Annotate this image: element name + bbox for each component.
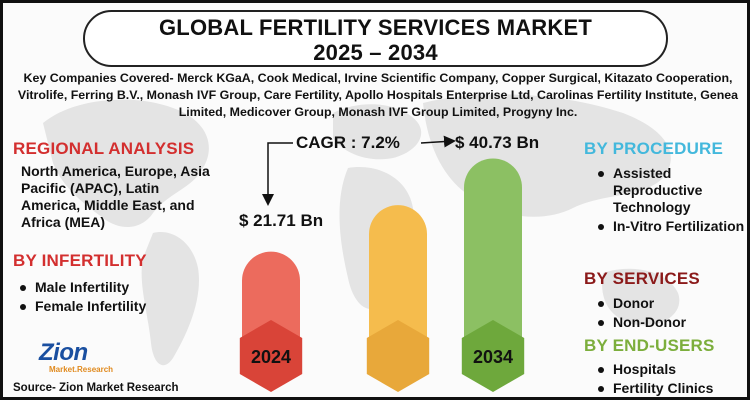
cagr-down-arrow (262, 142, 293, 206)
title-line2: 2025 – 2034 (313, 40, 438, 65)
list-item: Non-Donor (595, 314, 745, 331)
list-item: Hospitals (595, 361, 745, 378)
zion-logo: Zion Market.Research (39, 339, 114, 379)
market-growth-chart: 2024 2034 (239, 135, 525, 392)
by-services-title: BY SERVICES (584, 269, 700, 288)
value-label-2024: $ 21.71 Bn (239, 211, 324, 230)
infertility-list: Male Infertility Female Infertility (17, 279, 217, 317)
chart-bar-mid (369, 205, 427, 358)
x-tick-label: 2034 (473, 347, 513, 367)
by-infertility-title: BY INFERTILITY (13, 251, 147, 270)
by-end-users-title: BY END-USERS (584, 336, 715, 355)
list-item: Donor (595, 295, 745, 312)
by-procedure-title: BY PROCEDURE (584, 139, 724, 158)
procedure-list: Assisted Reproductive Technology In-Vitr… (595, 165, 745, 237)
regional-analysis-title: REGIONAL ANALYSIS (13, 139, 195, 158)
list-item: Male Infertility (17, 279, 217, 296)
key-companies: Key Companies Covered- Merck KGaA, Cook … (17, 71, 739, 119)
chart-bar-2034 (464, 158, 522, 358)
cagr-arrow (420, 135, 456, 148)
logo-main-text: Zion (39, 339, 88, 366)
logo-sub-text: Market.Research (49, 365, 114, 374)
value-label-2034: $ 40.73 Bn (455, 133, 540, 152)
chart-hex-base (366, 320, 430, 392)
list-item: Female Infertility (17, 298, 217, 315)
title-line1: GLOBAL FERTILITY SERVICES MARKET (159, 15, 592, 40)
list-item: Fertility Clinics (595, 380, 745, 397)
x-tick-label: 2024 (251, 347, 291, 367)
chart-hex-base (461, 320, 525, 392)
chart-hex-base (239, 320, 303, 392)
list-item: Assisted Reproductive Technology (595, 165, 745, 216)
page-title: GLOBAL FERTILITY SERVICES MARKET 2025 – … (83, 10, 668, 67)
cagr-label: CAGR : 7.2% (296, 133, 400, 152)
services-list: Donor Non-Donor (595, 295, 745, 333)
regional-analysis-text: North America, Europe, Asia Pacific (APA… (21, 163, 210, 230)
list-item: In-Vitro Fertilization (595, 218, 745, 235)
source-note: Source- Zion Market Research (13, 382, 179, 394)
end-users-list: Hospitals Fertility Clinics (595, 361, 745, 397)
